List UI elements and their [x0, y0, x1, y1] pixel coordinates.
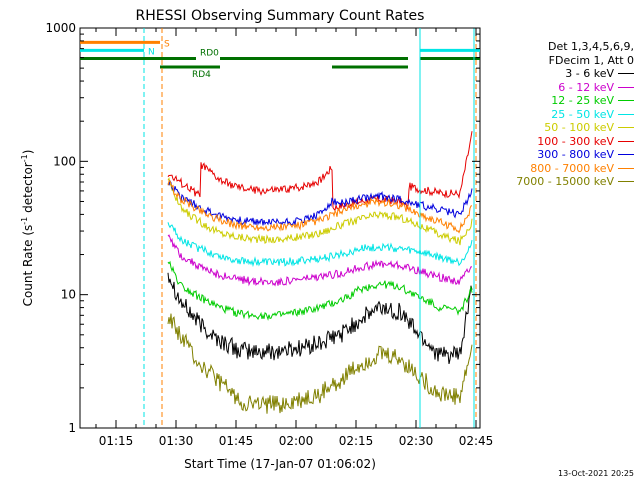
chart-title: RHESSI Observing Summary Count Rates — [136, 8, 425, 24]
x-tick-label: 01:15 — [99, 434, 134, 448]
legend-item: 50 - 100 keV — [484, 121, 634, 135]
legend-swatch — [618, 73, 634, 75]
legend-swatch — [618, 86, 634, 88]
state-bar-layer: SN RD0 RD4 — [80, 39, 480, 80]
y-tick-label: 1000 — [45, 21, 76, 35]
legend-swatch — [618, 140, 634, 142]
legend-title-2: FDecim 1, Att 0 — [548, 53, 634, 67]
legend-swatch — [618, 100, 634, 102]
legend-item: 12 - 25 keV — [484, 94, 634, 108]
legend-label: 7000 - 15000 keV — [516, 175, 614, 188]
x-tick-label: 01:30 — [159, 434, 194, 448]
state-bar-label: N — [148, 47, 155, 57]
x-tick-label: 02:45 — [459, 434, 494, 448]
y-tick-label: 10 — [61, 288, 76, 302]
legend-swatch — [618, 113, 634, 115]
legend-item: 25 - 50 keV — [484, 108, 634, 122]
legend-swatch — [618, 167, 634, 169]
legend-label: 12 - 25 keV — [551, 94, 614, 107]
plot-frame — [79, 27, 481, 429]
series-line — [167, 179, 473, 227]
state-bar-label: RD4 — [192, 70, 211, 80]
legend-item: 3 - 6 keV — [484, 67, 634, 81]
x-tick-label: 01:45 — [219, 434, 254, 448]
y-tick-label: 100 — [53, 154, 76, 168]
legend-swatch — [618, 154, 634, 156]
series-line — [167, 177, 473, 246]
series-line — [167, 272, 473, 365]
legend-item: 6 - 12 keV — [484, 81, 634, 95]
series-line — [167, 180, 473, 234]
legend-item: 300 - 800 keV — [484, 148, 634, 162]
legend-item: 7000 - 15000 keV — [484, 175, 634, 189]
legend-label: 3 - 6 keV — [565, 67, 614, 80]
legend: Det 1,3,4,5,6,9, FDecim 1, Att 0 3 - 6 k… — [484, 40, 634, 189]
vline-layer — [143, 28, 477, 428]
legend-item: 800 - 7000 keV — [484, 162, 634, 176]
timestamp: 13-Oct-2021 20:25 — [558, 469, 634, 478]
legend-label: 25 - 50 keV — [551, 107, 614, 121]
legend-label: 300 - 800 keV — [537, 148, 614, 161]
legend-item: 100 - 300 keV — [484, 135, 634, 149]
state-bar-label: RD0 — [200, 49, 219, 59]
series-layer — [167, 131, 473, 414]
legend-label: 50 - 100 keV — [544, 121, 614, 134]
x-tick-label: 02:15 — [339, 434, 374, 448]
y-tick-layer: 1 10 100 1000 — [45, 21, 480, 435]
legend-label: 100 - 300 keV — [537, 134, 614, 148]
legend-swatch — [618, 127, 634, 129]
x-tick-label: 02:00 — [279, 434, 314, 448]
series-line — [167, 131, 473, 212]
y-axis-label: Count Rate (s-1 detector-1) — [20, 150, 35, 307]
legend-title-1: Det 1,3,4,5,6,9, — [547, 40, 634, 53]
legend-swatch — [618, 181, 634, 183]
x-tick-label: 02:30 — [399, 434, 434, 448]
y-tick-label: 1 — [68, 421, 76, 435]
series-line — [167, 313, 473, 414]
series-line — [167, 260, 473, 321]
state-bar-label: S — [164, 39, 170, 49]
series-line — [167, 222, 473, 268]
x-axis-label: Start Time (17-Jan-07 01:06:02) — [184, 457, 376, 471]
legend-label: 800 - 7000 keV — [530, 161, 614, 175]
legend-label: 6 - 12 keV — [558, 80, 614, 94]
x-tick-layer: 01:15 01:30 01:45 02:00 02:15 02:30 02:45 — [95, 28, 494, 448]
series-line — [167, 234, 473, 287]
